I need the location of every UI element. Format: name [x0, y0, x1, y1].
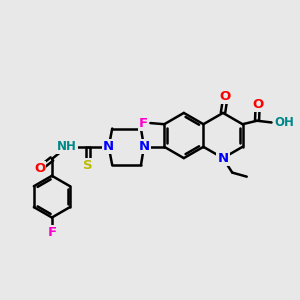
Text: O: O: [252, 98, 263, 111]
Text: F: F: [139, 117, 148, 130]
Text: O: O: [220, 90, 231, 103]
Text: N: N: [103, 140, 114, 153]
Text: O: O: [34, 162, 45, 175]
Text: OH: OH: [274, 116, 294, 129]
Text: N: N: [218, 152, 229, 165]
Text: N: N: [138, 140, 149, 153]
Text: S: S: [83, 159, 93, 172]
Text: F: F: [47, 226, 56, 239]
Text: NH: NH: [57, 140, 77, 153]
